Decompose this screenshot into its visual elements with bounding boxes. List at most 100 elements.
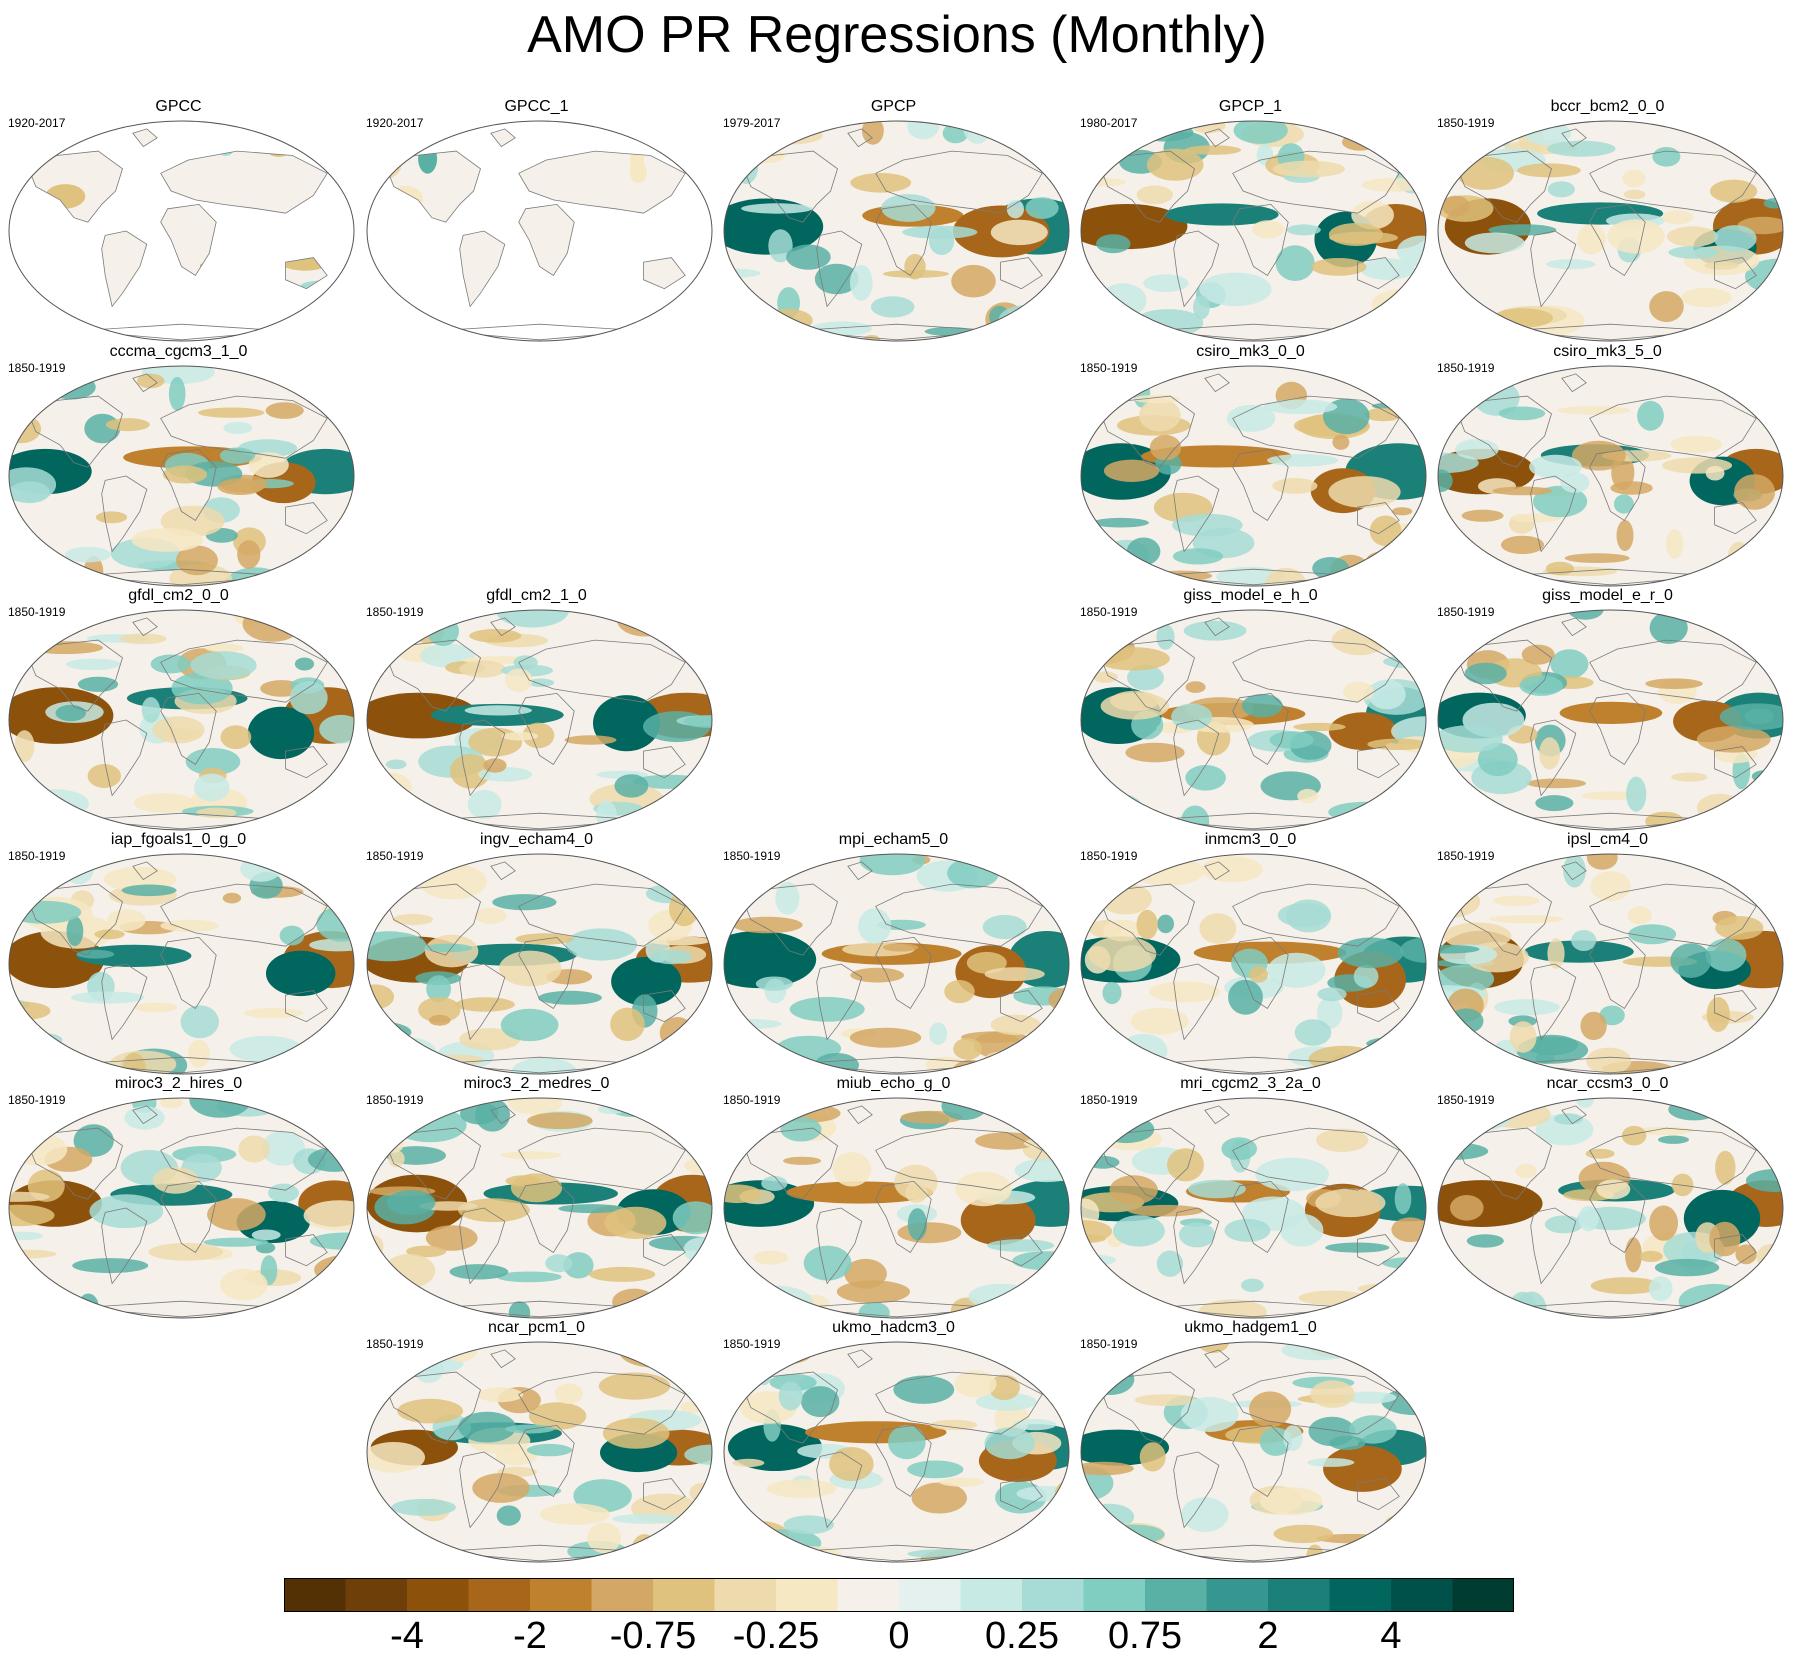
panel-years: 1850-1919	[723, 1093, 781, 1107]
panel-years: 1850-1919	[8, 605, 66, 619]
coastline	[1232, 639, 1400, 703]
anomaly-blob	[1645, 678, 1703, 689]
panel-years: 1850-1919	[1080, 1093, 1138, 1107]
coastline	[1232, 395, 1400, 459]
anomaly-blob	[1754, 615, 1783, 632]
anomaly-blob	[1086, 1155, 1120, 1169]
anomaly-blob	[1560, 472, 1590, 493]
anomaly-blob	[459, 660, 506, 678]
anomaly-blob	[1331, 625, 1387, 656]
anomaly-blob	[72, 854, 115, 860]
coastline	[1589, 395, 1757, 459]
map-plot	[8, 853, 355, 1075]
coastline	[1457, 1127, 1552, 1200]
anomaly-blob	[1667, 226, 1719, 247]
panel-title: GPCC_1	[504, 98, 569, 115]
colorbar-swatch	[1022, 1578, 1084, 1612]
anomaly-band	[247, 706, 315, 760]
panel-years: 1850-1919	[1437, 116, 1495, 130]
coastline	[459, 1451, 506, 1529]
anomaly-blob	[1329, 231, 1398, 244]
coastline	[160, 203, 217, 276]
anomaly-blob	[648, 1549, 675, 1559]
anomaly-blob	[991, 1101, 1051, 1122]
coastline	[1232, 1424, 1289, 1497]
anomaly-blob	[1146, 148, 1204, 181]
anomaly-blob	[107, 909, 146, 931]
anomaly-blob	[947, 857, 999, 889]
anomaly-blob	[1519, 675, 1563, 696]
anomaly-blob	[368, 869, 411, 890]
coastline	[459, 719, 506, 797]
coastline	[490, 128, 516, 148]
anomaly-blob	[373, 120, 417, 136]
coastline	[847, 128, 873, 148]
anomaly-blob	[1440, 810, 1516, 820]
coastline	[28, 1127, 123, 1200]
anomaly-blob	[1307, 1458, 1355, 1467]
anomaly-blob	[597, 1105, 625, 1114]
anomaly-blob	[248, 452, 289, 478]
map-plot	[723, 120, 1070, 342]
anomaly-blob	[1133, 309, 1204, 337]
anomaly-blob	[366, 136, 387, 165]
coastline	[1457, 395, 1552, 468]
anomaly-blob	[724, 1122, 775, 1132]
anomaly-blob	[1438, 725, 1503, 753]
anomaly-blob	[1521, 644, 1555, 665]
anomaly-blob	[1391, 507, 1413, 516]
anomaly-blob	[930, 1419, 977, 1431]
coastline	[643, 746, 686, 779]
anomaly-blob	[1081, 366, 1127, 380]
anomaly-blob	[279, 366, 343, 391]
map-plot	[1437, 1097, 1784, 1319]
coastline	[1530, 719, 1577, 797]
coastline	[743, 1371, 838, 1444]
anomaly-blob	[10, 120, 28, 131]
anomaly-blob	[1733, 611, 1767, 644]
anomaly-blob	[1696, 793, 1743, 823]
anomaly-blob	[1167, 1148, 1204, 1182]
coastline	[160, 639, 328, 703]
anomaly-blob	[1515, 1163, 1537, 1179]
anomaly-blob	[1103, 1524, 1165, 1544]
anomaly-blob	[907, 1460, 964, 1479]
anomaly-blob	[1576, 224, 1606, 255]
anomaly-blob	[1456, 156, 1514, 190]
anomaly-blob	[467, 789, 502, 820]
anomaly-blob	[1438, 944, 1480, 954]
anomaly-blob	[1658, 1135, 1689, 1144]
anomaly-blob	[762, 308, 813, 332]
anomaly-band	[960, 1195, 1036, 1246]
anomaly-blob	[176, 545, 218, 576]
anomaly-blob	[124, 1106, 165, 1130]
coastline	[490, 1105, 516, 1125]
anomaly-blob	[1567, 610, 1604, 620]
anomaly-blob	[220, 725, 252, 750]
anomaly-blob	[1628, 924, 1677, 945]
anomaly-blob	[1648, 1276, 1673, 1302]
anomaly-blob	[545, 1254, 573, 1273]
coastline	[518, 936, 575, 1009]
coastline	[1100, 1371, 1195, 1444]
coastline	[1100, 395, 1195, 468]
anomaly-blob	[1136, 185, 1173, 205]
map-panel: gfdl_cm2_1_0 1850-1919	[358, 587, 715, 831]
anomaly-blob	[783, 1156, 822, 1165]
anomaly-blob	[1107, 789, 1126, 818]
map-plot	[1080, 1341, 1427, 1563]
anomaly-blob	[9, 1041, 52, 1074]
anomaly-blob	[1705, 465, 1725, 481]
panel-title: GPCP	[870, 98, 917, 115]
anomaly-blob	[832, 1152, 872, 1187]
anomaly-blob	[329, 1044, 346, 1057]
coastline	[1357, 990, 1400, 1023]
coastline	[743, 883, 838, 956]
anomaly-blob	[1103, 459, 1160, 482]
map-panel: GPCC_1 1920-2017	[358, 98, 715, 342]
anomaly-blob	[1139, 1442, 1166, 1472]
anomaly-blob	[724, 1109, 767, 1124]
anomaly-blob	[180, 1005, 219, 1039]
anomaly-blob	[1329, 1435, 1366, 1451]
coastline	[1561, 861, 1587, 881]
